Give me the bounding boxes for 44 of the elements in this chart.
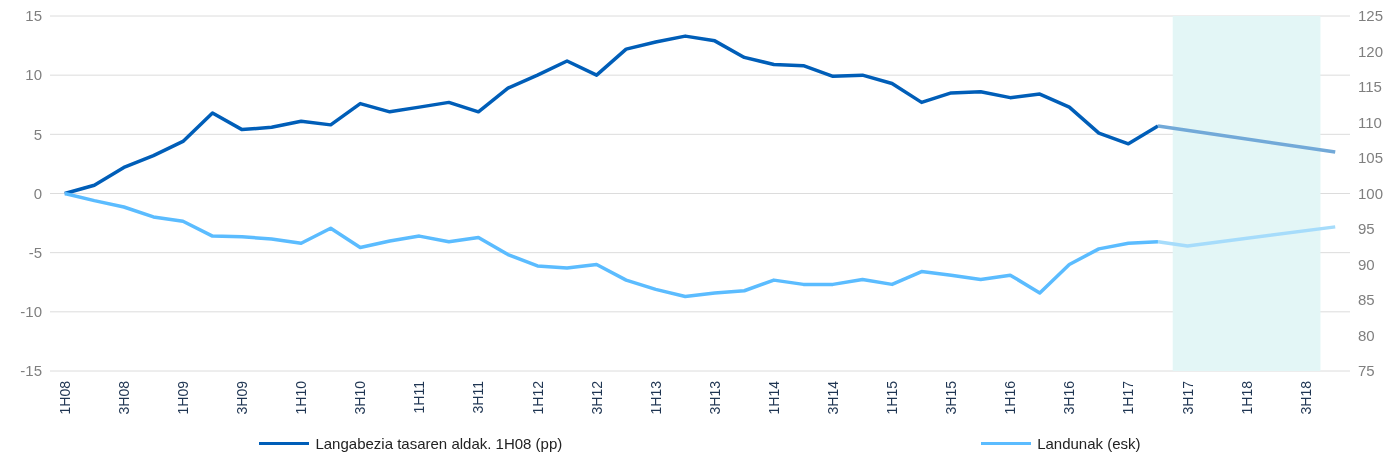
y2-tick-label: 120	[1358, 42, 1384, 60]
x-tick-label: 3H08	[115, 380, 132, 415]
x-tick-label: 1H10	[293, 380, 310, 415]
y-tick-label: 5	[33, 125, 42, 143]
x-tick-label: 3H17	[1179, 380, 1196, 415]
x-tick-label: 1H12	[529, 380, 546, 415]
x-tick-label: 1H09	[174, 380, 191, 415]
x-tick-label: 1H15	[884, 380, 901, 415]
x-tick-label: 1H13	[647, 380, 664, 415]
legend-label: Langabezia tasaren aldak. 1H08 (pp)	[315, 435, 563, 452]
line-series	[63, 191, 1160, 299]
x-tick-label: 3H09	[234, 380, 251, 415]
x-tick-label: 3H13	[706, 380, 723, 415]
y-tick-label: -5	[28, 243, 42, 261]
y2-tick-label: 85	[1358, 291, 1375, 309]
y2-tick-label: 110	[1358, 113, 1382, 131]
y-tick-label: 0	[33, 184, 42, 202]
x-tick-label: 1H17	[1120, 380, 1137, 415]
y2-tick-label: 105	[1358, 149, 1384, 167]
line-series	[63, 34, 1160, 196]
x-tick-label: 3H18	[1297, 380, 1314, 415]
x-tick-label: 1H08	[56, 380, 73, 415]
y-tick-label: -15	[20, 362, 42, 380]
x-tick-label: 3H16	[1061, 380, 1078, 415]
y-tick-label: -10	[20, 303, 42, 321]
x-tick-label: 1H11	[411, 380, 428, 414]
y2-tick-label: 80	[1358, 326, 1375, 344]
x-tick-label: 3H15	[943, 380, 960, 415]
x-tick-label: 3H11	[470, 380, 487, 414]
y2-tick-label: 125	[1358, 7, 1384, 25]
legend-label: Landunak (esk)	[1037, 435, 1141, 452]
x-tick-label: 3H14	[824, 380, 841, 415]
y2-tick-label: 95	[1358, 220, 1375, 238]
y-tick-label: 15	[25, 7, 42, 25]
y2-tick-label: 75	[1358, 362, 1375, 380]
y-tick-label: 10	[25, 66, 42, 84]
x-tick-label: 3H12	[588, 380, 605, 415]
x-tick-label: 1H16	[1002, 380, 1019, 415]
x-tick-label: 3H10	[352, 380, 369, 415]
x-tick-label: 1H18	[1238, 380, 1255, 415]
y2-tick-label: 115	[1358, 78, 1382, 96]
y2-tick-label: 90	[1358, 255, 1375, 273]
x-tick-label: 1H14	[765, 380, 782, 415]
y2-tick-label: 100	[1358, 184, 1384, 202]
